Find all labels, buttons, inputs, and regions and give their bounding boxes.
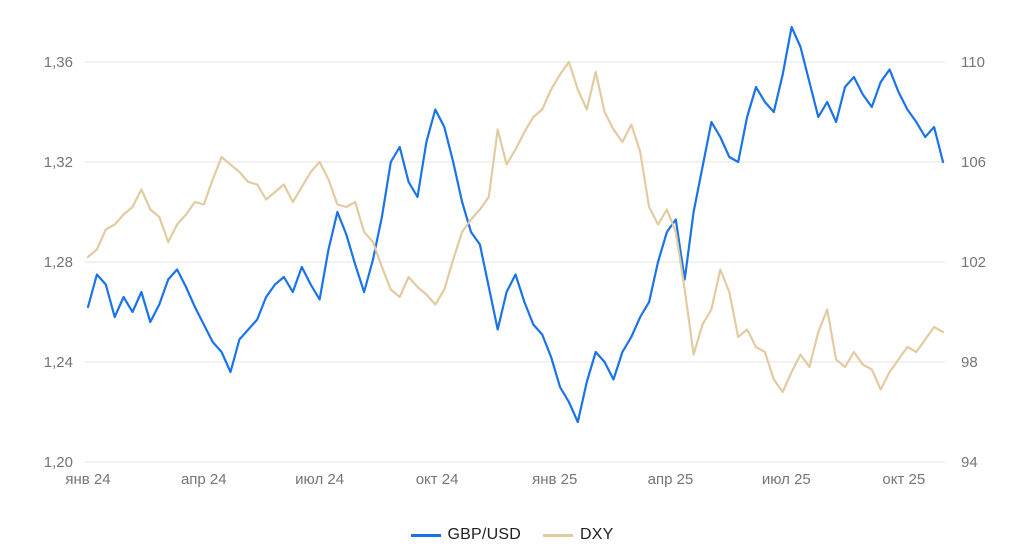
x-tick-label: янв 25: [532, 471, 577, 488]
legend-label-gbpusd: GBP/USD: [447, 526, 521, 543]
y-left-tick-label: 1,24: [44, 354, 73, 371]
y-right-tick-label: 94: [961, 454, 978, 471]
legend-label-dxy: DXY: [579, 526, 614, 543]
gbpusd-line: [86, 25, 945, 424]
x-tick-label: апр 25: [648, 471, 694, 488]
legend: GBP/USD DXY: [0, 526, 1024, 544]
y-left-tick-label: 1,36: [44, 54, 73, 71]
legend-item-gbpusd: GBP/USD: [410, 526, 521, 544]
series-lines: [86, 25, 945, 424]
y-right-tick-label: 110: [961, 54, 985, 71]
dxy-line: [86, 60, 945, 394]
y-left-tick-label: 1,20: [44, 454, 73, 471]
x-tick-label: янв 24: [65, 471, 110, 488]
x-tick-label: окт 24: [416, 471, 459, 488]
y-right-tick-label: 98: [961, 354, 978, 371]
x-tick-label: окт 25: [882, 471, 925, 488]
dxy-line-swatch-icon: [542, 533, 573, 537]
gbpusd-line-swatch-icon: [410, 533, 441, 537]
x-tick-label: апр 24: [181, 471, 227, 488]
y-axis-right-labels: 110 106 102 98 94: [961, 54, 986, 471]
y-axis-left-labels: 1,36 1,32 1,28 1,24 1,20: [44, 54, 73, 471]
x-tick-label: июл 25: [762, 471, 811, 488]
y-left-tick-label: 1,28: [44, 254, 73, 271]
legend-item-dxy: DXY: [542, 526, 614, 544]
y-right-tick-label: 106: [961, 154, 986, 171]
grid-lines: [85, 61, 945, 463]
y-left-tick-label: 1,32: [44, 154, 73, 171]
x-tick-label: июл 24: [295, 471, 344, 488]
y-right-tick-label: 102: [961, 254, 986, 271]
x-axis-labels: янв 24 апр 24 июл 24 окт 24 янв 25 апр 25 июл …: [65, 471, 925, 488]
